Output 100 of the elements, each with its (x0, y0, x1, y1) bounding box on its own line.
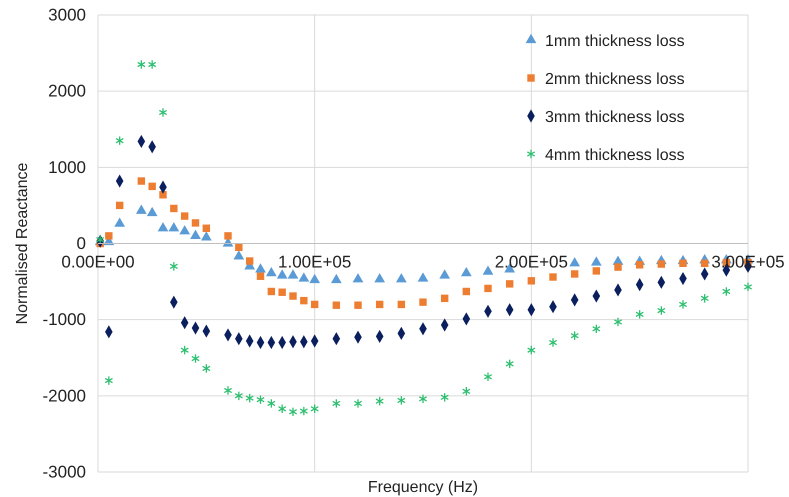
point (224, 232, 232, 240)
y-tick-label: -2000 (42, 386, 86, 406)
legend-label: 2mm thickness loss (545, 71, 685, 88)
point (246, 257, 254, 265)
point (376, 300, 384, 308)
point (397, 396, 406, 406)
point (298, 272, 310, 282)
point (396, 273, 407, 282)
x-tick-label: 1.00E+05 (278, 252, 352, 272)
point (146, 206, 158, 216)
point (168, 222, 180, 232)
x-axis-title: Frequency (Hz) (368, 479, 478, 496)
point (278, 288, 286, 296)
point (569, 257, 580, 266)
legend-label: 3mm thickness loss (545, 109, 685, 126)
point (158, 222, 168, 232)
point (590, 256, 602, 266)
y-tick-label: -3000 (42, 462, 86, 482)
point (278, 404, 286, 414)
point (614, 317, 622, 327)
point (440, 392, 449, 402)
point (309, 274, 320, 284)
point (116, 202, 124, 210)
point (592, 267, 600, 275)
x-tick-label: 2.00E+05 (494, 252, 568, 272)
point (192, 219, 200, 227)
point (462, 288, 470, 296)
point (170, 204, 178, 212)
point (104, 376, 114, 386)
point (332, 398, 341, 408)
point (440, 294, 448, 302)
point (354, 301, 362, 309)
point (374, 273, 386, 282)
point (245, 393, 254, 403)
point (679, 260, 687, 268)
point (418, 272, 428, 282)
point (224, 386, 232, 396)
point (419, 298, 427, 306)
point (657, 306, 666, 316)
point (310, 404, 319, 414)
point (300, 296, 308, 304)
x-tick-label: 0.00E+00 (61, 252, 135, 272)
point (635, 309, 644, 320)
point (614, 263, 622, 271)
point (202, 364, 211, 374)
point (158, 108, 168, 118)
point (105, 232, 113, 240)
point (527, 345, 536, 356)
point (114, 217, 126, 227)
point (276, 269, 288, 279)
point (288, 406, 298, 417)
point (255, 263, 266, 272)
point (180, 212, 188, 220)
point (700, 293, 709, 304)
point (332, 301, 340, 309)
point (484, 372, 492, 382)
point (636, 261, 644, 269)
point (200, 231, 212, 241)
point (138, 177, 146, 185)
y-tick-label: 2000 (48, 82, 86, 101)
point (484, 284, 492, 292)
point (482, 265, 494, 275)
point (592, 324, 601, 334)
y-axis-title: Normalised Reactance (14, 162, 31, 324)
point (528, 277, 536, 285)
point (658, 260, 666, 268)
legend-label: 4mm thickness loss (545, 147, 685, 164)
point (439, 269, 450, 279)
point (289, 292, 297, 300)
point (678, 300, 688, 310)
point (330, 274, 342, 284)
y-tick-label: 1000 (48, 158, 86, 177)
point (115, 136, 124, 146)
point (505, 358, 514, 369)
point (398, 300, 406, 308)
point (548, 338, 558, 348)
legend-label: 1mm thickness loss (545, 33, 685, 50)
point (233, 250, 244, 260)
point (354, 398, 362, 408)
point (267, 398, 276, 408)
y-tick-label: 3000 (48, 5, 86, 24)
point (148, 60, 156, 70)
point (202, 224, 210, 232)
point (190, 230, 201, 239)
point (256, 394, 265, 405)
y-tick-label: 0 (76, 234, 86, 253)
point (268, 288, 276, 296)
point (266, 267, 277, 276)
point (418, 394, 428, 404)
point (700, 260, 708, 268)
point (235, 244, 243, 252)
point (191, 354, 200, 364)
point (300, 406, 308, 416)
point (179, 225, 190, 234)
point (137, 60, 146, 70)
point (170, 261, 178, 272)
y-tick-label: -1000 (42, 310, 86, 330)
point (136, 204, 147, 214)
point (310, 300, 318, 308)
point (234, 390, 244, 401)
